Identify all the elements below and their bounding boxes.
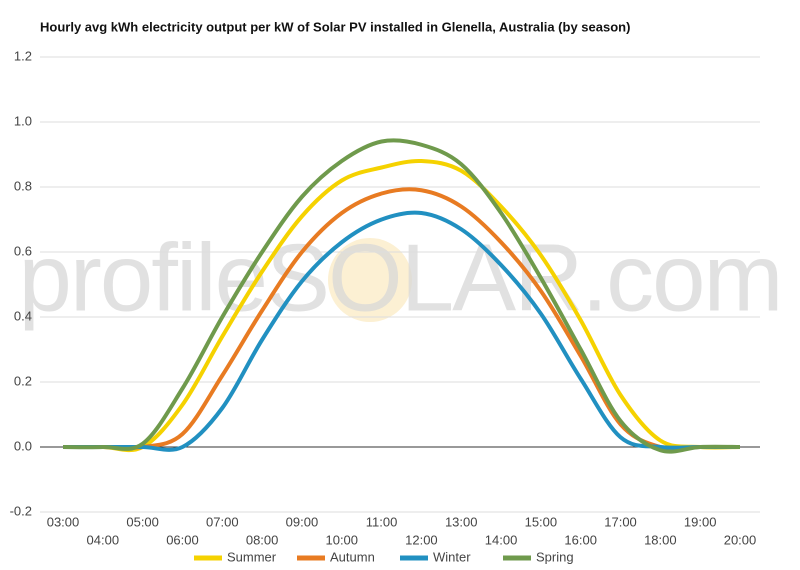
x-tick-label: 04:00 bbox=[87, 532, 120, 547]
x-tick-label: 08:00 bbox=[246, 532, 279, 547]
x-tick-label: 12:00 bbox=[405, 532, 438, 547]
legend-label: Winter bbox=[433, 549, 471, 564]
x-tick-label: 06:00 bbox=[166, 532, 199, 547]
y-tick-label: 1.0 bbox=[14, 113, 32, 128]
x-tick-label: 09:00 bbox=[286, 514, 319, 529]
x-tick-label: 10:00 bbox=[325, 532, 358, 547]
y-tick-label: 0.4 bbox=[14, 308, 32, 323]
x-tick-label: 07:00 bbox=[206, 514, 239, 529]
legend-label: Summer bbox=[227, 549, 277, 564]
x-tick-label: 18:00 bbox=[644, 532, 677, 547]
x-tick-label: 13:00 bbox=[445, 514, 478, 529]
legend-label: Autumn bbox=[330, 549, 375, 564]
series-line bbox=[63, 158, 741, 453]
series-line bbox=[63, 187, 740, 451]
x-tick-label: 19:00 bbox=[684, 514, 717, 529]
y-tick-label: 0.6 bbox=[14, 243, 32, 258]
series-line bbox=[63, 210, 740, 452]
x-tick-label: 15:00 bbox=[525, 514, 558, 529]
x-tick-label: 11:00 bbox=[366, 514, 398, 529]
chart-title: Hourly avg kWh electricity output per kW… bbox=[40, 19, 630, 34]
x-tick-label: 03:00 bbox=[47, 514, 80, 529]
y-tick-label: 1.2 bbox=[14, 48, 32, 63]
watermark: profileSOLAR.com bbox=[19, 224, 782, 331]
legend-label: Spring bbox=[536, 549, 574, 564]
y-tick-label: 0.0 bbox=[14, 438, 32, 453]
y-tick-label: 0.8 bbox=[14, 178, 32, 193]
series-line bbox=[62, 138, 741, 454]
x-tick-label: 14:00 bbox=[485, 532, 518, 547]
x-tick-label: 20:00 bbox=[724, 532, 757, 547]
x-tick-label: 17:00 bbox=[604, 514, 637, 529]
x-tick-label: 16:00 bbox=[564, 532, 597, 547]
y-tick-label: 0.2 bbox=[14, 373, 32, 388]
x-tick-label: 05:00 bbox=[126, 514, 159, 529]
watermark-sun bbox=[328, 238, 412, 322]
y-tick-label: -0.2 bbox=[10, 503, 32, 518]
